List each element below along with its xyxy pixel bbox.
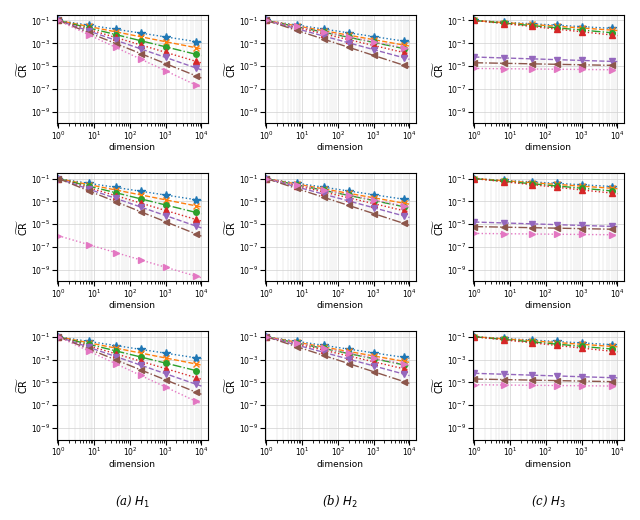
X-axis label: dimension: dimension [109,460,156,469]
Text: (a) $H_1$: (a) $H_1$ [115,494,150,510]
X-axis label: dimension: dimension [109,302,156,310]
X-axis label: dimension: dimension [525,144,572,152]
X-axis label: dimension: dimension [317,460,364,469]
Y-axis label: $\widetilde{\mathrm{CR}}$: $\widetilde{\mathrm{CR}}$ [223,219,237,236]
Y-axis label: $\widetilde{\mathrm{CR}}$: $\widetilde{\mathrm{CR}}$ [223,61,237,77]
Y-axis label: $\widetilde{\mathrm{CR}}$: $\widetilde{\mathrm{CR}}$ [431,219,445,236]
Y-axis label: $\widetilde{\mathrm{CR}}$: $\widetilde{\mathrm{CR}}$ [15,219,30,236]
Text: (b) $H_2$: (b) $H_2$ [323,494,358,510]
X-axis label: dimension: dimension [525,302,572,310]
Y-axis label: $\widetilde{\mathrm{CR}}$: $\widetilde{\mathrm{CR}}$ [431,61,445,77]
X-axis label: dimension: dimension [317,302,364,310]
Y-axis label: $\widetilde{\mathrm{CR}}$: $\widetilde{\mathrm{CR}}$ [15,61,30,77]
X-axis label: dimension: dimension [525,460,572,469]
Y-axis label: $\widetilde{\mathrm{CR}}$: $\widetilde{\mathrm{CR}}$ [223,377,237,394]
Y-axis label: $\widetilde{\mathrm{CR}}$: $\widetilde{\mathrm{CR}}$ [431,377,445,394]
X-axis label: dimension: dimension [317,144,364,152]
X-axis label: dimension: dimension [109,144,156,152]
Text: (c) $H_3$: (c) $H_3$ [531,494,566,510]
Y-axis label: $\widetilde{\mathrm{CR}}$: $\widetilde{\mathrm{CR}}$ [15,377,30,394]
